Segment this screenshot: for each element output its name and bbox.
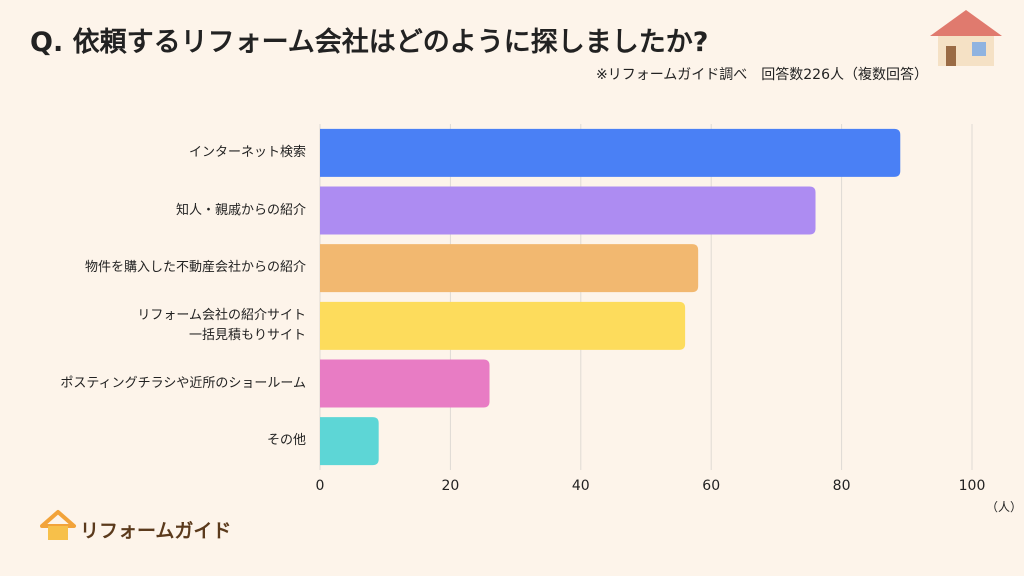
- x-tick-label: 60: [702, 478, 720, 494]
- bar: [320, 186, 816, 235]
- x-tick-label: 0: [316, 478, 325, 494]
- x-tick-label: 20: [441, 478, 459, 494]
- y-tick-label: その他: [266, 433, 306, 449]
- logo-icon: [40, 510, 76, 540]
- logo-text: リフォームガイド: [80, 520, 232, 542]
- y-tick-label: ポスティングチラシや近所のショールーム: [60, 375, 306, 391]
- y-tick-label: インターネット検索: [188, 144, 306, 160]
- x-unit: （人）: [986, 500, 1023, 514]
- y-tick-label: 物件を購入した不動産会社からの紹介: [84, 260, 306, 276]
- chart-subtitle: ※リフォームガイド調べ 回答数226人（複数回答）: [595, 67, 928, 83]
- x-tick-label: 100: [959, 478, 986, 494]
- bar: [320, 359, 490, 408]
- bar: [320, 128, 901, 177]
- bar: [320, 417, 379, 466]
- bar: [320, 244, 699, 293]
- y-tick-label: 知人・親戚からの紹介: [175, 202, 306, 218]
- y-tick-label: リフォーム会社の紹介サイト 一括見積もりサイト: [137, 307, 306, 343]
- house-icon: [930, 10, 1002, 66]
- bar: [320, 301, 686, 350]
- chart-title: Q. 依頼するリフォーム会社はどのように探しましたか?: [30, 27, 709, 58]
- x-tick-label: 40: [572, 478, 590, 494]
- x-tick-label: 80: [833, 478, 851, 494]
